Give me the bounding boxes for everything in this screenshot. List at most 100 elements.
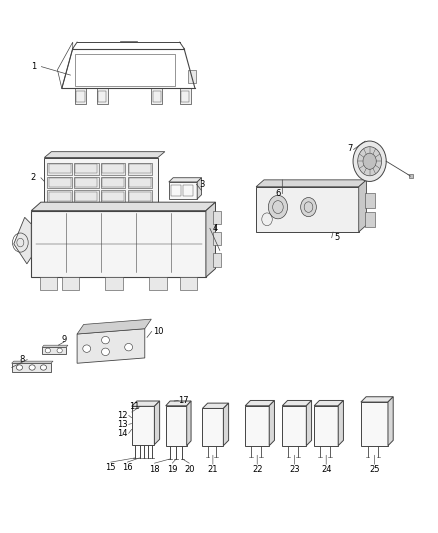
Text: 24: 24 (321, 465, 332, 474)
Bar (180, 88, 191, 104)
Text: 12: 12 (117, 411, 127, 420)
Bar (365, 212, 375, 227)
Bar (49, 178, 71, 187)
Polygon shape (31, 202, 215, 211)
FancyBboxPatch shape (101, 163, 125, 174)
Ellipse shape (57, 348, 62, 353)
Polygon shape (14, 217, 31, 264)
Bar (129, 192, 151, 200)
Polygon shape (132, 401, 159, 406)
Bar (106, 277, 123, 290)
Text: 7: 7 (347, 144, 353, 153)
Text: 9: 9 (61, 335, 67, 344)
Text: 14: 14 (117, 429, 127, 438)
Circle shape (300, 198, 316, 216)
Text: 2: 2 (31, 173, 36, 182)
Text: 10: 10 (152, 327, 163, 336)
Bar (75, 54, 175, 86)
Bar (365, 193, 375, 208)
Polygon shape (154, 401, 159, 445)
Bar (213, 232, 221, 245)
Polygon shape (42, 348, 66, 354)
Polygon shape (132, 406, 154, 445)
Text: 15: 15 (106, 463, 116, 472)
FancyBboxPatch shape (47, 163, 72, 174)
Bar (180, 277, 197, 290)
Text: 17: 17 (178, 396, 188, 405)
Polygon shape (77, 319, 151, 334)
Polygon shape (361, 397, 393, 402)
FancyBboxPatch shape (101, 176, 125, 188)
Circle shape (363, 153, 376, 169)
Polygon shape (44, 152, 165, 158)
Bar (256, 187, 359, 232)
Polygon shape (245, 406, 269, 446)
Polygon shape (338, 400, 343, 446)
Text: 21: 21 (208, 465, 218, 474)
Bar (75, 165, 97, 173)
Text: 13: 13 (117, 420, 127, 429)
FancyBboxPatch shape (47, 176, 72, 188)
Bar (151, 88, 162, 104)
Text: 16: 16 (122, 463, 133, 472)
Bar (76, 91, 85, 102)
Bar (152, 91, 161, 102)
Text: 18: 18 (149, 465, 160, 474)
Bar (75, 88, 86, 104)
Polygon shape (197, 177, 201, 199)
Ellipse shape (83, 345, 91, 352)
Circle shape (353, 141, 386, 181)
Ellipse shape (45, 348, 50, 353)
Polygon shape (314, 406, 338, 446)
Text: 4: 4 (213, 224, 218, 233)
Polygon shape (283, 406, 306, 446)
Polygon shape (283, 400, 311, 406)
Bar (98, 91, 106, 102)
Bar (129, 165, 151, 173)
Bar (75, 178, 97, 187)
Polygon shape (166, 406, 187, 446)
Text: 3: 3 (199, 180, 204, 189)
Polygon shape (202, 403, 229, 408)
Ellipse shape (29, 365, 35, 370)
Polygon shape (12, 361, 53, 364)
FancyBboxPatch shape (47, 190, 72, 202)
FancyBboxPatch shape (101, 190, 125, 202)
Polygon shape (169, 182, 197, 199)
FancyBboxPatch shape (74, 190, 99, 202)
Bar (149, 277, 166, 290)
Bar (102, 178, 124, 187)
Ellipse shape (16, 365, 22, 370)
Text: 1: 1 (31, 62, 36, 71)
Text: 22: 22 (252, 465, 262, 474)
Polygon shape (166, 401, 191, 406)
Polygon shape (12, 364, 51, 372)
Polygon shape (388, 397, 393, 446)
Bar (183, 184, 193, 196)
Ellipse shape (40, 365, 46, 370)
Bar (49, 192, 71, 200)
Bar (188, 70, 196, 83)
Bar (102, 192, 124, 200)
Bar (171, 184, 181, 196)
Ellipse shape (125, 343, 133, 351)
Polygon shape (269, 400, 275, 446)
Circle shape (358, 147, 381, 176)
Circle shape (268, 196, 288, 219)
Bar (213, 253, 221, 266)
FancyBboxPatch shape (127, 190, 152, 202)
Bar (97, 88, 108, 104)
Bar (129, 178, 151, 187)
FancyBboxPatch shape (127, 163, 152, 174)
Polygon shape (306, 400, 311, 446)
Bar (102, 165, 124, 173)
Polygon shape (223, 403, 229, 446)
Text: 25: 25 (369, 465, 380, 474)
Polygon shape (187, 401, 191, 446)
Text: 6: 6 (275, 189, 281, 198)
Text: 20: 20 (184, 465, 194, 474)
Bar (410, 174, 413, 178)
FancyBboxPatch shape (74, 163, 99, 174)
Bar (40, 277, 57, 290)
Polygon shape (314, 400, 343, 406)
